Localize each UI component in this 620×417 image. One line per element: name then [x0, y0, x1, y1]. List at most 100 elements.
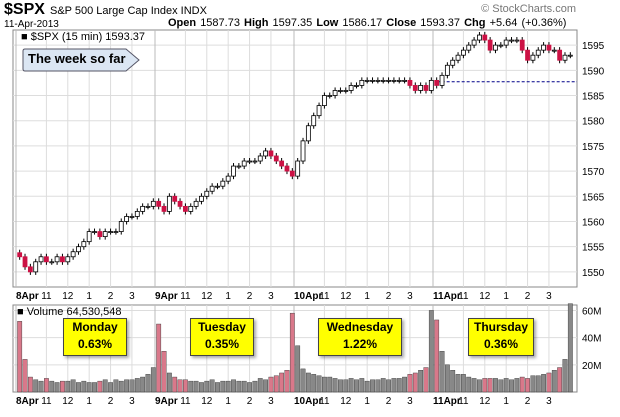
candle-body [289, 170, 295, 177]
candle-body [498, 44, 504, 47]
volume-bar [530, 375, 536, 393]
volume-bar [17, 321, 23, 393]
volume-bar [514, 378, 520, 393]
volume-bar [118, 380, 124, 393]
volume-bar [231, 379, 236, 393]
candle-body [305, 125, 311, 142]
candle-body [455, 54, 461, 61]
volume-bar [455, 374, 461, 393]
price-x-tick-label: 11 [41, 291, 52, 302]
price-x-tick-label: 2 [108, 291, 114, 302]
volume-x-tick-label: 1 [503, 396, 509, 407]
volume-bar [428, 310, 434, 393]
volume-bar [27, 376, 33, 393]
price-x-tick-label: 1 [364, 291, 370, 302]
volume-bar [204, 380, 210, 393]
candle-body [380, 79, 386, 82]
volume-bar [177, 379, 183, 393]
candle-body [150, 200, 156, 207]
volume-bar [124, 379, 129, 393]
candle-body [359, 79, 365, 86]
price-x-tick-label: 2 [525, 291, 531, 302]
volume-bar [434, 319, 440, 393]
price-x-tick-label: 11 [458, 291, 469, 302]
volume-bar [509, 379, 514, 393]
candle-body [503, 39, 509, 46]
candle-body [567, 54, 573, 57]
volume-bar [215, 382, 220, 393]
price-x-tick-label: 10Apr [294, 291, 322, 302]
volume-bar [525, 378, 530, 393]
index-name: S&P 500 Large Cap Index INDX [50, 5, 207, 17]
candle-body [177, 200, 183, 207]
candle-body [407, 79, 413, 86]
price-x-tick-label: 12 [479, 291, 491, 302]
candle-body [439, 74, 445, 86]
high-value: 1597.35 [272, 17, 313, 29]
candle-body [525, 49, 530, 61]
candle-body [343, 90, 349, 92]
candle-body [60, 256, 65, 263]
candle-body [113, 231, 119, 233]
volume-x-tick-label: 10Apr [294, 396, 322, 407]
volume-bar [193, 380, 199, 393]
candle-body [268, 150, 274, 157]
candle-body [199, 195, 204, 202]
candle-body [364, 79, 370, 82]
volume-bar [557, 367, 563, 393]
candle-body [263, 150, 268, 157]
candle-body [166, 195, 172, 212]
volume-bar [161, 351, 167, 393]
candle-body [348, 85, 354, 91]
candle-body [76, 246, 81, 253]
price-tick-label: 1595 [582, 41, 605, 52]
volume-bar [284, 370, 290, 393]
volume-x-tick-label: 12 [479, 396, 491, 407]
candle-body [102, 231, 108, 238]
candle-body [546, 44, 552, 51]
price-tick-label: 1590 [582, 66, 605, 77]
volume-bar [247, 382, 252, 393]
volume-x-tick-label: 9Apr [155, 396, 178, 407]
volume-x-tick-label: 12 [62, 396, 74, 407]
watermark: © StockCharts.com [481, 3, 576, 15]
volume-bar [263, 379, 268, 393]
candle-body [391, 79, 397, 82]
candle-body [444, 64, 450, 76]
candle-body [327, 95, 333, 97]
candle-body [33, 261, 39, 273]
candle-body [204, 190, 210, 197]
price-x-tick-label: 1 [225, 291, 231, 302]
candle-body [418, 85, 424, 91]
candle-body [514, 39, 520, 42]
candle-body [108, 231, 113, 233]
candle-body [332, 90, 338, 96]
candle-body [311, 115, 317, 127]
volume-bar [477, 379, 482, 393]
volume-bar [402, 376, 407, 393]
volume-bar [289, 312, 295, 393]
low-label: Low [316, 17, 339, 29]
volume-x-tick-label: 12 [340, 396, 352, 407]
volume-bar [327, 376, 333, 393]
volume-bar [97, 380, 103, 393]
open-label: Open [168, 17, 197, 29]
volume-bar [407, 374, 413, 393]
price-tick-label: 1580 [582, 117, 605, 128]
volume-bar [81, 380, 87, 393]
candle-body [295, 160, 301, 177]
volume-bar [199, 382, 204, 393]
candle-body [450, 59, 456, 66]
volume-bar [225, 380, 231, 393]
candle-body [118, 221, 124, 232]
volume-bar [316, 375, 322, 393]
candle-body [145, 205, 151, 208]
volume-bar [396, 378, 402, 393]
close-label: Close [386, 17, 417, 29]
high-label: High [244, 17, 269, 29]
price-x-tick-label: 3 [268, 291, 274, 302]
volume-bar [370, 379, 375, 393]
price-x-tick-label: 3 [407, 291, 413, 302]
volume-bar [129, 379, 135, 393]
candle-body [412, 85, 418, 91]
